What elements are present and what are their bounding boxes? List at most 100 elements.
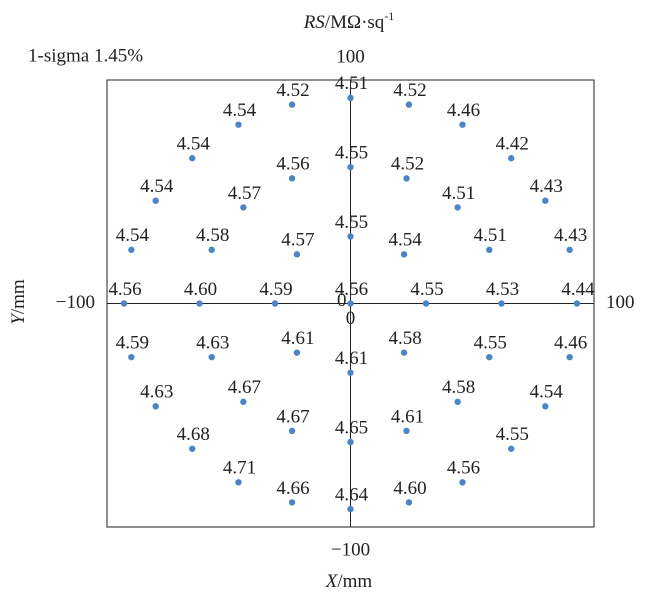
x-tick-label: −100: [56, 292, 95, 313]
data-point: [288, 427, 296, 435]
data-label: 4.54: [177, 134, 211, 155]
y-axis-label: Y/mm: [8, 279, 29, 325]
data-label: 4.52: [276, 80, 309, 101]
data-point: [403, 175, 410, 182]
data-point: [347, 300, 354, 307]
data-point: [128, 246, 135, 254]
data-point: [347, 94, 354, 102]
data-point: [288, 499, 296, 506]
data-label: 4.46: [447, 100, 480, 121]
x-tick-label: 0: [346, 308, 356, 329]
data-label: 4.63: [196, 332, 229, 353]
data-label: 4.66: [276, 478, 309, 499]
data-label: 4.58: [196, 225, 229, 246]
data-point: [566, 246, 573, 254]
data-label: 4.71: [223, 458, 256, 479]
data-label: 4.57: [281, 230, 314, 251]
data-point: [422, 300, 430, 307]
data-label: 4.64: [335, 484, 369, 505]
data-point: [152, 197, 159, 204]
data-point: [196, 300, 203, 307]
data-point: [573, 300, 581, 307]
data-label: 4.43: [530, 176, 563, 197]
y-tick-label: 0: [337, 290, 347, 311]
data-label: 4.44: [561, 279, 595, 300]
data-point: [347, 505, 354, 513]
data-point: [542, 403, 549, 410]
title-exponent: -1: [384, 9, 394, 23]
data-point: [189, 445, 196, 452]
data-point: [566, 353, 573, 361]
data-point: [347, 163, 354, 171]
data-label: 4.53: [486, 279, 519, 300]
data-point: [288, 175, 296, 182]
data-point: [405, 499, 413, 506]
x-axis-label: X/mm: [325, 571, 373, 592]
data-point: [454, 204, 461, 211]
data-label: 4.55: [335, 143, 368, 164]
data-point: [120, 300, 128, 307]
data-point: [347, 233, 354, 240]
data-point: [208, 246, 215, 254]
data-point: [288, 101, 296, 108]
data-point: [508, 155, 515, 162]
data-point: [486, 246, 493, 254]
data-point: [542, 197, 549, 204]
data-point: [189, 155, 196, 162]
data-point: [293, 349, 301, 356]
data-point: [347, 369, 354, 376]
data-point: [293, 251, 301, 258]
data-point: [128, 353, 135, 361]
title-unit: /MΩ·sq: [325, 12, 385, 33]
data-label: 4.60: [184, 279, 217, 300]
data-label: 4.57: [228, 183, 261, 204]
data-label: 4.59: [116, 332, 149, 353]
data-point: [508, 445, 515, 452]
data-point: [405, 101, 413, 108]
data-label: 4.54: [388, 230, 422, 251]
data-point: [403, 427, 410, 435]
data-label: 4.61: [281, 328, 314, 349]
data-label: 4.58: [442, 377, 475, 398]
annotation: 1-sigma 1.45%: [28, 45, 143, 66]
data-label: 4.55: [496, 424, 529, 445]
data-point: [208, 353, 215, 361]
data-label: 4.58: [388, 328, 421, 349]
data-label: 4.59: [259, 279, 292, 300]
data-label: 4.67: [228, 377, 261, 398]
data-label: 4.43: [554, 225, 587, 246]
data-point: [347, 438, 354, 446]
data-label: 4.51: [335, 73, 368, 94]
data-point: [486, 353, 493, 361]
data-label: 4.52: [393, 80, 426, 101]
data-label: 4.56: [447, 458, 480, 479]
data-point: [235, 121, 242, 128]
data-label: 4.55: [335, 212, 368, 233]
y-tick-label: 100: [336, 46, 365, 67]
data-point: [459, 121, 466, 128]
data-label: 4.60: [393, 478, 426, 499]
data-label: 4.54: [140, 176, 174, 197]
data-point: [400, 349, 408, 356]
data-label: 4.63: [140, 382, 173, 403]
data-label: 4.54: [116, 225, 150, 246]
data-label: 4.55: [474, 332, 507, 353]
data-point: [400, 251, 408, 258]
data-label: 4.51: [442, 183, 475, 204]
x-label-unit: /mm: [337, 571, 372, 592]
y-tick-label: −100: [331, 539, 370, 560]
data-label: 4.55: [410, 279, 443, 300]
data-label: 4.68: [177, 424, 210, 445]
data-label: 4.56: [335, 279, 368, 300]
data-label: 4.67: [276, 406, 309, 427]
data-label: 4.54: [530, 382, 564, 403]
title-symbol: RS: [303, 12, 326, 33]
data-label: 4.54: [223, 100, 257, 121]
data-label: 4.61: [391, 406, 424, 427]
data-label: 4.61: [335, 348, 368, 369]
y-label-symbol: Y: [8, 312, 29, 325]
y-label-unit: /mm: [8, 279, 29, 314]
x-label-symbol: X: [325, 571, 339, 592]
data-point: [240, 204, 247, 211]
data-label: 4.46: [554, 332, 587, 353]
